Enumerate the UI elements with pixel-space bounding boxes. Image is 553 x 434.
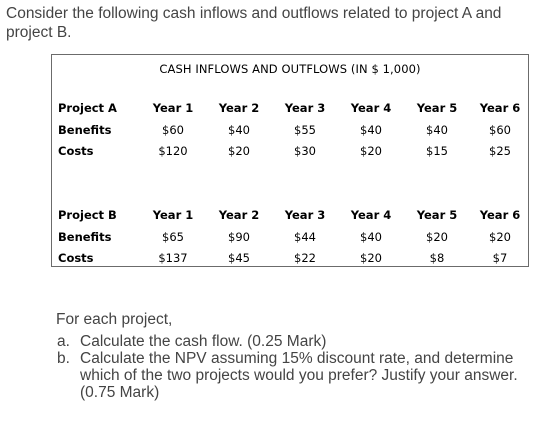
table-cell: $40	[426, 123, 448, 137]
row-label: Benefits	[58, 123, 112, 137]
table-cell: $22	[294, 251, 316, 265]
questions-section: For each project, a. Calculate the cash …	[56, 311, 548, 401]
benefits-row: Benefits $60 $40 $55 $40 $40 $60	[52, 123, 528, 143]
project-name: Project A	[58, 101, 117, 115]
costs-row: Costs $120 $20 $30 $20 $15 $25	[52, 144, 528, 164]
year-header: Year 3	[284, 208, 326, 222]
list-item: b. Calculate the NPV assuming 15% discou…	[56, 350, 548, 401]
question-text: Calculate the cash flow. (0.25 Mark)	[80, 333, 327, 350]
list-item: a. Calculate the cash flow. (0.25 Mark)	[56, 333, 548, 350]
table-cell: $20	[489, 230, 511, 244]
year-header: Year 3	[284, 101, 326, 115]
year-header: Year 6	[479, 208, 521, 222]
year-header: Year 2	[218, 208, 260, 222]
table-cell: $60	[489, 123, 511, 137]
table-cell: $60	[162, 123, 184, 137]
project-header-row: Project B Year 1 Year 2 Year 3 Year 4 Ye…	[52, 208, 528, 228]
row-label: Costs	[58, 144, 94, 158]
year-header: Year 1	[152, 101, 194, 115]
list-marker: a.	[57, 333, 70, 350]
row-label: Benefits	[58, 230, 112, 244]
intro-text: Consider the following cash inflows and …	[6, 5, 502, 41]
year-header: Year 4	[350, 101, 392, 115]
table-cell: $30	[294, 144, 316, 158]
table-cell: $45	[228, 251, 250, 265]
year-header: Year 5	[416, 208, 458, 222]
project-name: Project B	[58, 208, 117, 222]
table-cell: $25	[489, 144, 511, 158]
table-caption: CASH INFLOWS AND OUTFLOWS (IN $ 1,000)	[159, 62, 421, 76]
list-marker: b.	[57, 350, 70, 367]
table-cell: $44	[294, 230, 316, 244]
question-text: Calculate the NPV assuming 15% discount …	[80, 350, 518, 401]
table-cell: $7	[492, 251, 508, 265]
table-cell: $15	[426, 144, 448, 158]
table-cell: $40	[228, 123, 250, 137]
year-header: Year 4	[350, 208, 392, 222]
table-cell: $65	[162, 230, 184, 244]
year-header: Year 5	[416, 101, 458, 115]
year-header: Year 6	[479, 101, 521, 115]
year-header: Year 1	[152, 208, 194, 222]
table-cell: $20	[228, 144, 250, 158]
questions-lead: For each project,	[56, 311, 173, 328]
cash-flow-table: CASH INFLOWS AND OUTFLOWS (IN $ 1,000) P…	[51, 54, 529, 267]
table-cell: $137	[158, 251, 188, 265]
table-cell: $120	[158, 144, 188, 158]
year-header: Year 2	[218, 101, 260, 115]
costs-row: Costs $137 $45 $22 $20 $8 $7	[52, 251, 528, 271]
project-header-row: Project A Year 1 Year 2 Year 3 Year 4 Ye…	[52, 101, 528, 121]
table-cell: $55	[294, 123, 316, 137]
table-cell: $40	[360, 123, 382, 137]
row-label: Costs	[58, 251, 94, 265]
table-cell: $20	[360, 251, 382, 265]
table-cell: $90	[228, 230, 250, 244]
table-cell: $20	[426, 230, 448, 244]
table-cell: $8	[429, 251, 445, 265]
table-cell: $40	[360, 230, 382, 244]
benefits-row: Benefits $65 $90 $44 $40 $20 $20	[52, 230, 528, 250]
questions-list: a. Calculate the cash flow. (0.25 Mark) …	[56, 333, 548, 401]
table-cell: $20	[360, 144, 382, 158]
